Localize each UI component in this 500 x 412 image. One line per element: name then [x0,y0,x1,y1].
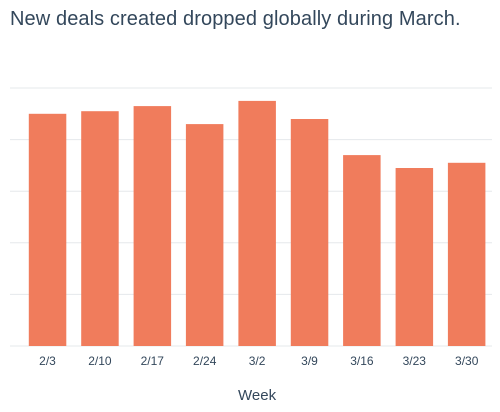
x-tick-label: 2/10 [88,354,112,368]
x-tick-label: 2/3 [39,354,56,368]
x-tick-label: 3/16 [350,354,374,368]
x-tick-label: 3/23 [403,354,427,368]
bar [238,100,276,347]
x-tick-label: 2/24 [193,354,217,368]
bar [133,106,172,346]
bar [81,111,119,346]
x-tick-label: 3/9 [301,354,318,368]
x-tick-label: 3/2 [249,354,266,368]
chart-title: New deals created dropped globally durin… [10,8,461,30]
bar [185,124,224,346]
bar [28,113,67,346]
x-tick-label: 3/30 [455,354,479,368]
bar [343,155,381,346]
bar [395,168,434,346]
x-axis-label: Week [238,387,277,404]
bar [290,119,329,346]
bars [28,100,486,347]
x-tick-labels: 2/3 2/10 2/17 2/24 3/2 3/9 3/16 3/23 3/30 [39,354,479,368]
bar [447,162,486,346]
x-tick-label: 2/17 [141,354,165,368]
